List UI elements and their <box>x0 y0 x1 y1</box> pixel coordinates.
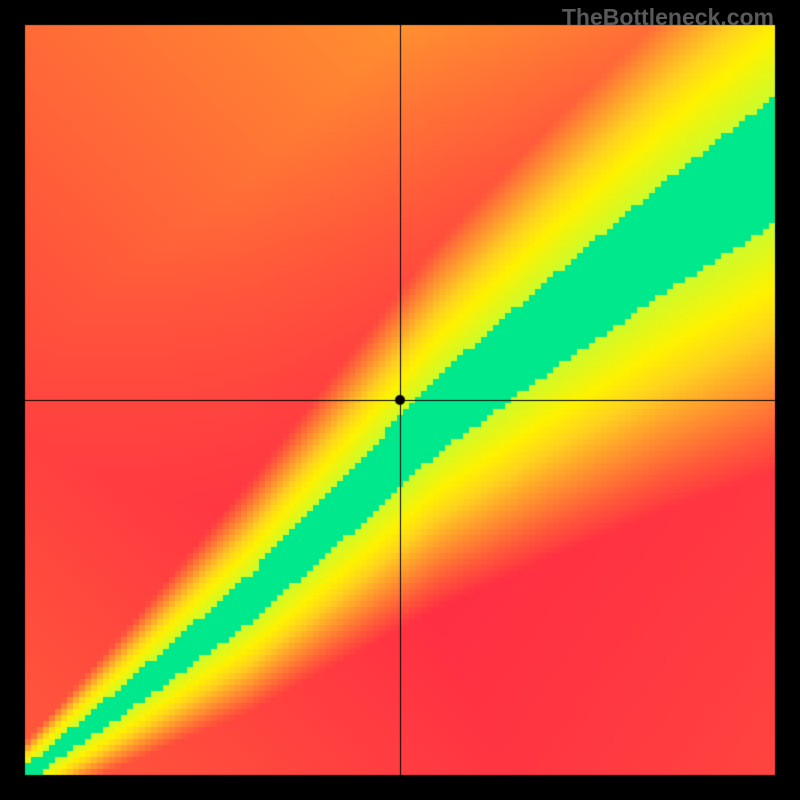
heatmap-canvas <box>0 0 800 800</box>
chart-container: TheBottleneck.com <box>0 0 800 800</box>
